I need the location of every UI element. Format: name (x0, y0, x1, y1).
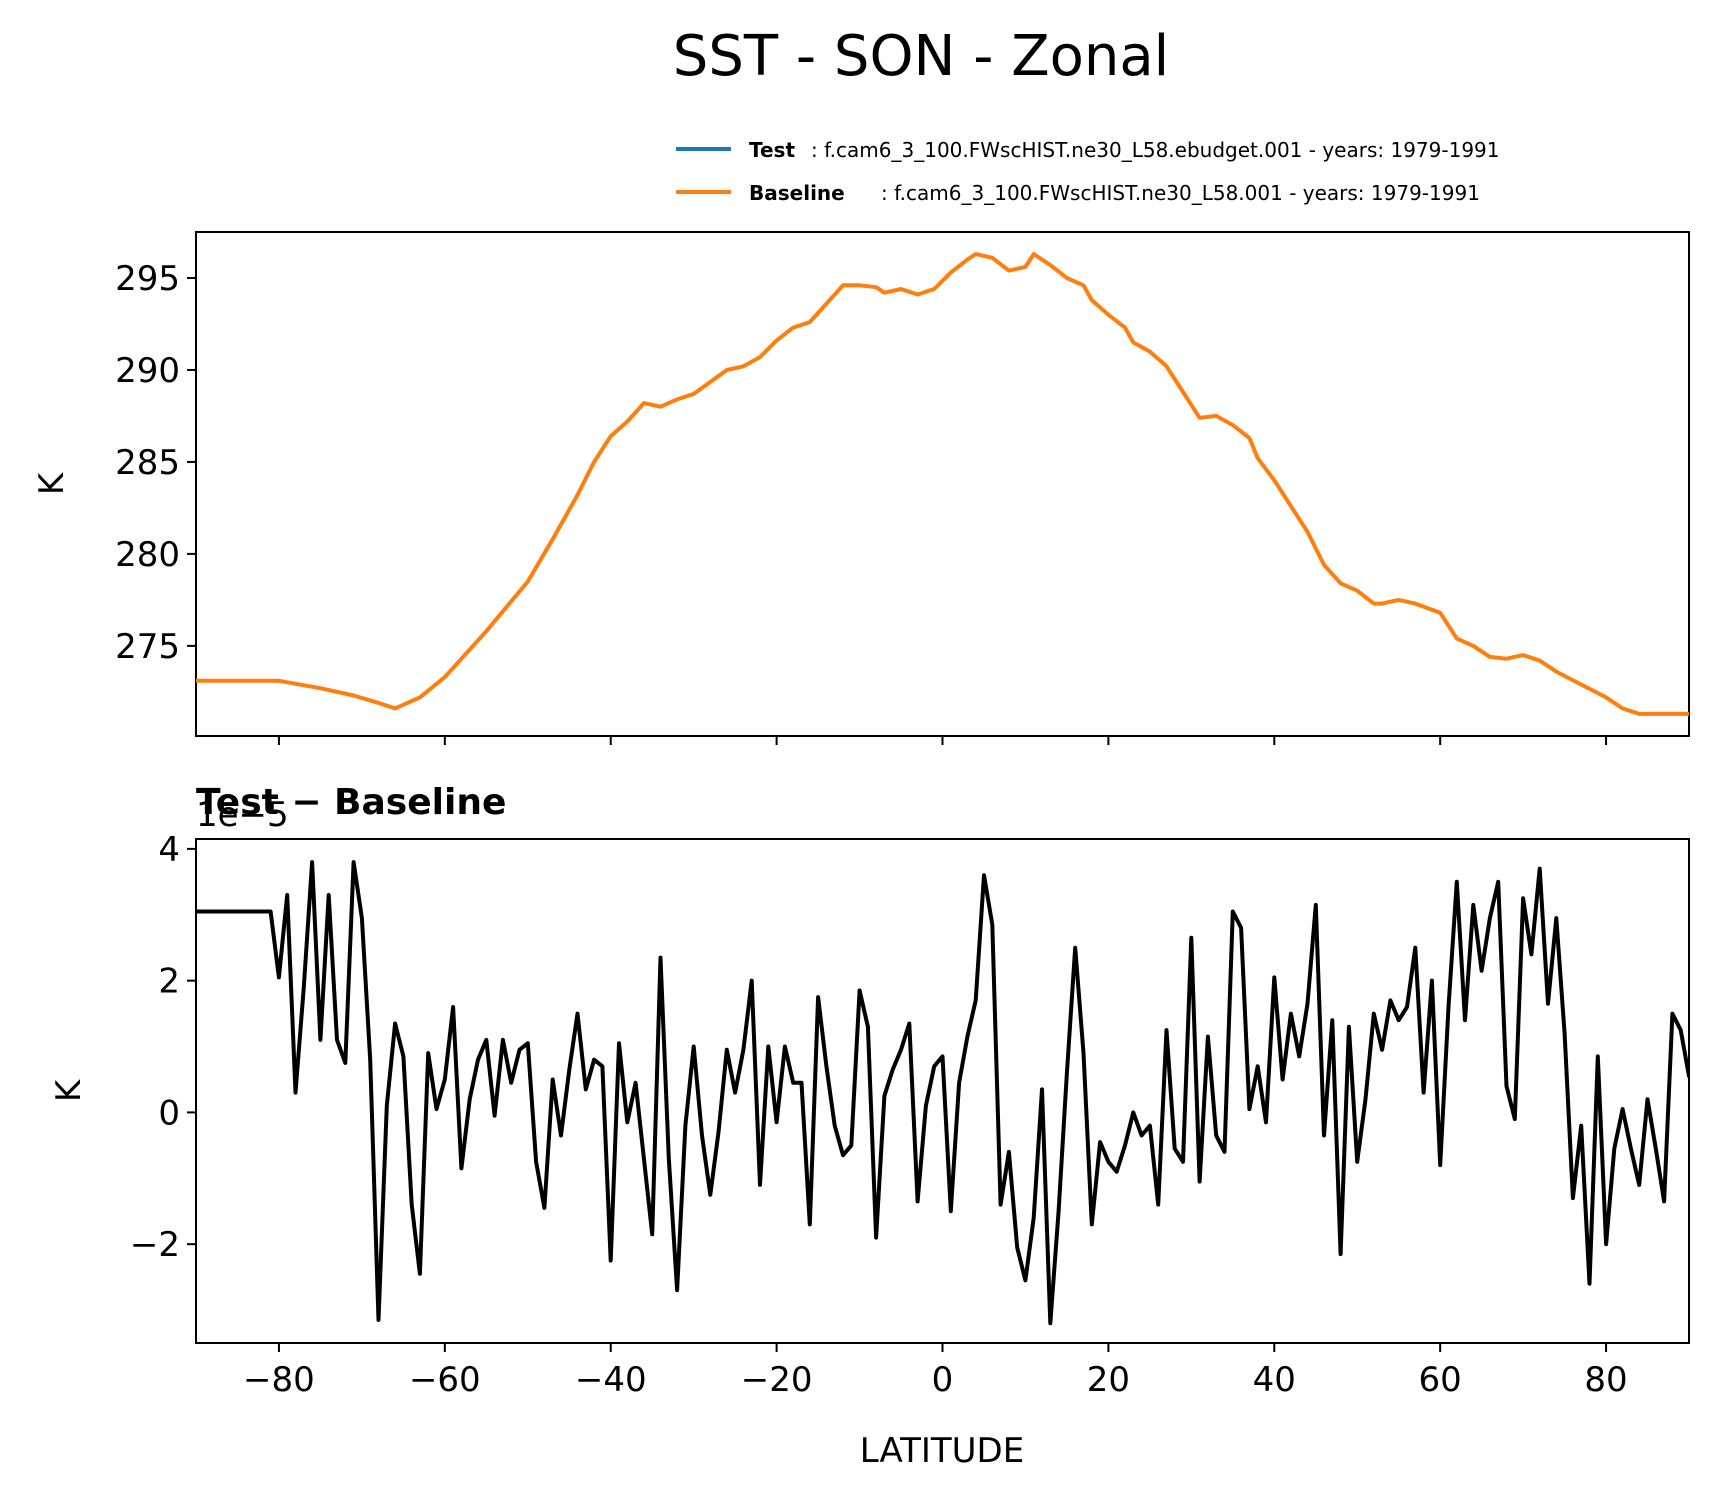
legend: Test : f.cam6_3_100.FWscHIST.ne30_L58.eb… (676, 138, 1500, 205)
top-y-tick-label: 295 (115, 259, 180, 299)
x-tick-label: 80 (1584, 1360, 1627, 1400)
legend-test-label: Test (749, 138, 795, 162)
top-y-tick-label: 280 (115, 535, 180, 575)
top-y-ticks: 275 280 285 290 295 (115, 259, 196, 667)
top-panel: 275 280 285 290 295 K (32, 231, 1690, 745)
top-y-axis-label: K (32, 471, 72, 495)
legend-test-text: : f.cam6_3_100.FWscHIST.ne30_L58.ebudget… (811, 138, 1500, 162)
bottom-y-tick-label: 4 (158, 830, 180, 870)
bottom-y-tick-label: 2 (158, 962, 180, 1002)
bottom-y-tick-label: −2 (130, 1225, 180, 1265)
top-y-tick-label: 290 (115, 351, 180, 391)
bottom-y-tick-label: 0 (158, 1093, 180, 1133)
bottom-x-ticks: −80 −60 −40 −20 0 20 40 60 80 (243, 1343, 1628, 1400)
bottom-series-group (196, 860, 1689, 1326)
baseline-series-line (196, 252, 1689, 716)
legend-baseline-text: : f.cam6_3_100.FWscHIST.ne30_L58.001 - y… (881, 181, 1480, 205)
x-tick-label: 20 (1087, 1360, 1130, 1400)
top-series-group (196, 252, 1689, 716)
top-x-ticks (277, 736, 1608, 745)
x-tick-label: 0 (932, 1360, 954, 1400)
bottom-y-ticks: −2 0 2 4 (130, 830, 196, 1265)
top-y-tick-label: 285 (115, 443, 180, 483)
top-y-tick-label: 275 (115, 627, 180, 667)
top-plot-frame (195, 231, 1690, 737)
chart-title: SST - SON - Zonal (673, 24, 1169, 89)
difference-offset-text: 1e−5 (196, 795, 289, 835)
x-tick-label: 60 (1419, 1360, 1462, 1400)
x-tick-label: 40 (1253, 1360, 1296, 1400)
x-tick-label: −40 (575, 1360, 647, 1400)
legend-baseline-label: Baseline (749, 181, 845, 205)
bottom-y-axis-label: K (49, 1078, 89, 1102)
x-axis-label: LATITUDE (860, 1431, 1024, 1471)
x-tick-label: −20 (741, 1360, 813, 1400)
difference-panel-title: Test − Baseline (196, 782, 506, 823)
difference-series-line (196, 860, 1689, 1326)
x-tick-label: −80 (243, 1360, 315, 1400)
x-tick-label: −60 (409, 1360, 481, 1400)
